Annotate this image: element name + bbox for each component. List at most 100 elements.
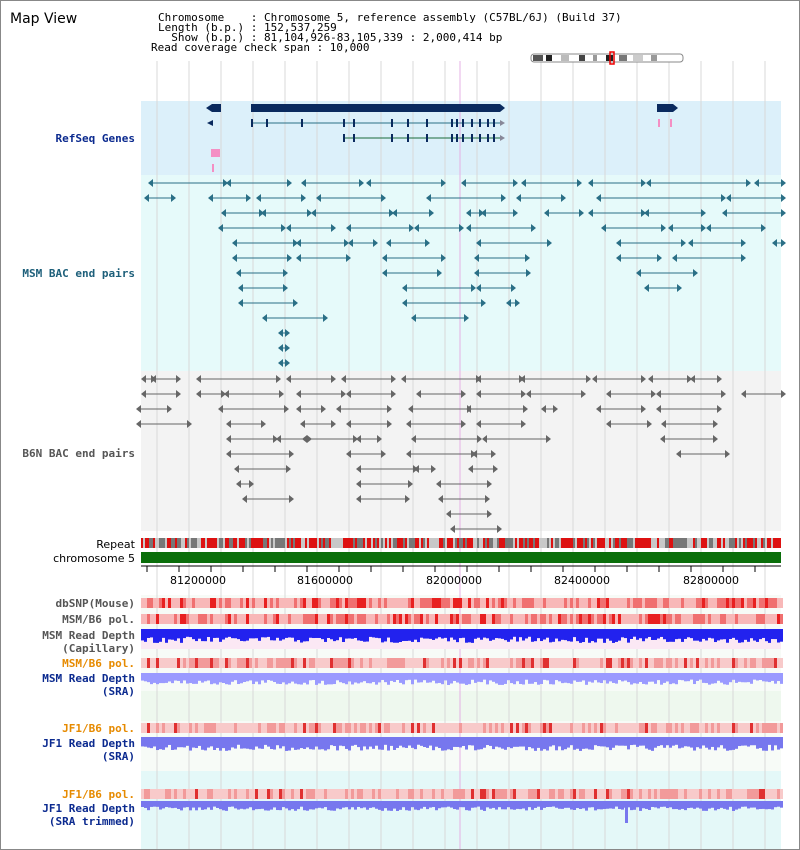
msm-b6-pol-heat	[639, 614, 642, 624]
track-label-msm-depth-sra[interactable]: MSM Read Depth	[42, 672, 135, 685]
msm-depth-sra-bar	[150, 673, 153, 685]
msm-depth-capillary-bar	[216, 629, 219, 638]
msm-b6-pol-sra-heat	[435, 658, 438, 668]
track-label-jf1-b6-pol-trimmed[interactable]: JF1/B6 pol.	[62, 788, 135, 801]
repeat-block	[723, 538, 725, 548]
track-label-msm-depth-capillary[interactable]: MSM Read Depth	[42, 629, 135, 642]
msm-b6-pol-heat	[258, 614, 261, 624]
msm-depth-sra-bar	[369, 673, 372, 684]
repeat-block	[247, 538, 249, 548]
msm-bac-pair-end	[323, 314, 328, 322]
msm-depth-sra-bar	[720, 673, 723, 683]
jf1-depth-trimmed-bar	[681, 801, 684, 809]
msm-b6-pol-heat	[234, 614, 237, 624]
jf1-b6-pol-trimmed-heat	[573, 789, 576, 799]
jf1-depth-trimmed-bar	[690, 801, 693, 808]
dbsnp-heat	[231, 598, 234, 608]
msm-b6-pol-sra-heat	[576, 658, 579, 668]
track-label-jf1-depth-trimmed[interactable]: JF1 Read Depth	[42, 802, 135, 815]
track-label-msm-b6-pol-sra[interactable]: MSM/B6 pol.	[62, 657, 135, 670]
jf1-depth-trimmed-bar	[744, 801, 747, 807]
msm-depth-sra-bar	[192, 673, 195, 684]
repeat-block	[419, 538, 421, 548]
jf1-b6-pol-trimmed-heat	[429, 789, 432, 799]
repeat-block	[659, 538, 661, 548]
msm-depth-capillary-bar	[141, 629, 144, 641]
msm-b6-pol-sra-heat	[195, 658, 198, 668]
dbsnp-heat	[498, 598, 501, 608]
jf1-depth-bar	[222, 737, 225, 749]
dbsnp-heat	[687, 598, 690, 608]
msm-b6-pol-sra-heat	[240, 658, 243, 668]
msm-bac-pair-end	[644, 209, 649, 217]
msm-depth-sra-bar	[600, 673, 603, 684]
msm-depth-sra-bar	[684, 673, 687, 682]
track-label-dbsnp[interactable]: dbSNP(Mouse)	[55, 597, 135, 610]
msm-depth-capillary-bar	[408, 629, 411, 641]
msm-depth-sra-bar	[177, 673, 180, 681]
repeat-block	[621, 538, 623, 548]
jf1-depth-trimmed-bar	[399, 801, 402, 810]
msm-b6-pol-heat	[291, 614, 294, 624]
jf1-depth-bar	[597, 737, 600, 747]
jf1-b6-pol-heat	[150, 723, 153, 733]
jf1-b6-pol-heat	[204, 723, 207, 733]
track-label-jf1-depth[interactable]: JF1 Read Depth	[42, 737, 135, 750]
jf1-b6-pol-heat	[363, 723, 366, 733]
jf1-b6-pol-trimmed-heat	[669, 789, 672, 799]
repeat-block	[625, 538, 627, 548]
msm-b6-pol-sra-heat	[147, 658, 150, 668]
track-label-chromosome[interactable]: chromosome 5	[53, 552, 135, 565]
track-label-repeat[interactable]: Repeat	[96, 538, 135, 551]
track-label-b6n-bac[interactable]: B6N BAC end pairs	[22, 447, 135, 460]
track-label-msm-b6-pol[interactable]: MSM/B6 pol.	[62, 613, 135, 626]
repeat-block	[221, 538, 223, 548]
repeat-block	[299, 538, 301, 548]
repeat-block	[141, 538, 143, 548]
jf1-depth-bar	[282, 737, 285, 747]
jf1-b6-pol-trimmed-heat	[456, 789, 459, 799]
dbsnp-heat	[333, 598, 336, 608]
jf1-b6-pol-heat	[162, 723, 165, 733]
jf1-b6-pol-heat	[345, 723, 348, 733]
repeat-block	[467, 538, 469, 548]
msm-depth-capillary-bar	[375, 629, 378, 638]
jf1-b6-pol-heat	[237, 723, 240, 733]
jf1-depth-bar	[729, 737, 732, 751]
msm-depth-capillary-bar	[522, 629, 525, 641]
msm-b6-pol-sra-heat	[759, 658, 762, 668]
dbsnp-heat	[720, 598, 723, 608]
jf1-depth-bar	[381, 737, 384, 750]
jf1-depth-bar	[516, 737, 519, 747]
repeat-block	[427, 538, 429, 548]
track-label-jf1-b6-pol[interactable]: JF1/B6 pol.	[62, 722, 135, 735]
track-label-msm-bac[interactable]: MSM BAC end pairs	[22, 267, 135, 280]
msm-b6-pol-sra-heat	[468, 658, 471, 668]
track-label-refseq[interactable]: RefSeq Genes	[55, 132, 135, 145]
msm-depth-capillary-bar	[348, 629, 351, 639]
repeat-block	[607, 538, 609, 548]
jf1-b6-pol-trimmed-heat	[270, 789, 273, 799]
jf1-depth-trimmed-bar	[360, 801, 363, 809]
b6n-bac-pair-end	[414, 465, 419, 473]
b6n-bac-pair-end	[284, 405, 289, 413]
repeat-block	[547, 538, 549, 548]
dbsnp-heat	[444, 598, 447, 608]
jf1-depth-bar	[192, 737, 195, 748]
repeat-block	[251, 538, 253, 548]
jf1-depth-bar	[261, 737, 264, 749]
msm-b6-pol-sra-heat	[654, 658, 657, 668]
msm-b6-pol-heat	[681, 614, 684, 624]
jf1-b6-pol-trimmed-heat	[705, 789, 708, 799]
msm-depth-sra-bar	[588, 673, 591, 682]
msm-bac-pair-end	[501, 194, 506, 202]
msm-depth-sra-bar	[354, 673, 357, 683]
jf1-depth-bar	[165, 737, 168, 748]
msm-b6-pol-sra-heat	[291, 658, 294, 668]
repeat-block	[181, 538, 183, 548]
jf1-depth-bar	[684, 737, 687, 747]
msm-depth-sra-bar	[417, 673, 420, 683]
dbsnp-heat	[561, 598, 564, 608]
msm-bac-pair-end	[459, 224, 464, 232]
